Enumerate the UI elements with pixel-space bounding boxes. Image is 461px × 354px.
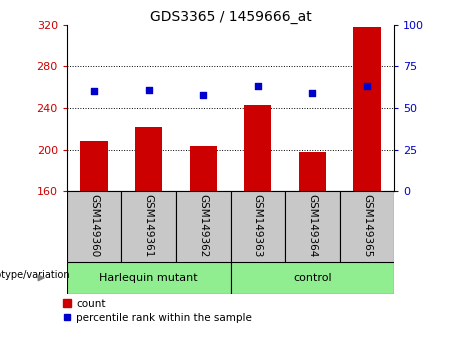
- Bar: [244, 105, 272, 191]
- Text: GSM149365: GSM149365: [362, 194, 372, 257]
- Bar: [189, 147, 217, 191]
- Bar: [176, 191, 230, 262]
- Bar: [81, 141, 108, 191]
- Bar: [67, 262, 230, 294]
- Title: GDS3365 / 1459666_at: GDS3365 / 1459666_at: [150, 10, 311, 24]
- Bar: [299, 152, 326, 191]
- Bar: [121, 191, 176, 262]
- Text: control: control: [293, 273, 331, 283]
- Bar: [230, 262, 394, 294]
- Point: [145, 87, 152, 92]
- Legend: count, percentile rank within the sample: count, percentile rank within the sample: [63, 299, 252, 323]
- Text: Harlequin mutant: Harlequin mutant: [100, 273, 198, 283]
- Bar: [353, 27, 380, 191]
- Bar: [230, 191, 285, 262]
- Bar: [135, 127, 162, 191]
- Point: [254, 84, 261, 89]
- Text: GSM149361: GSM149361: [144, 194, 154, 257]
- Text: GSM149364: GSM149364: [307, 194, 317, 257]
- Text: genotype/variation: genotype/variation: [0, 270, 70, 280]
- Text: GSM149363: GSM149363: [253, 194, 263, 257]
- Point: [200, 92, 207, 97]
- Text: GSM149362: GSM149362: [198, 194, 208, 257]
- Text: GSM149360: GSM149360: [89, 194, 99, 257]
- Point: [309, 90, 316, 96]
- Bar: [67, 191, 121, 262]
- Bar: [340, 191, 394, 262]
- Bar: [285, 191, 340, 262]
- Point: [363, 84, 371, 89]
- Point: [90, 88, 98, 94]
